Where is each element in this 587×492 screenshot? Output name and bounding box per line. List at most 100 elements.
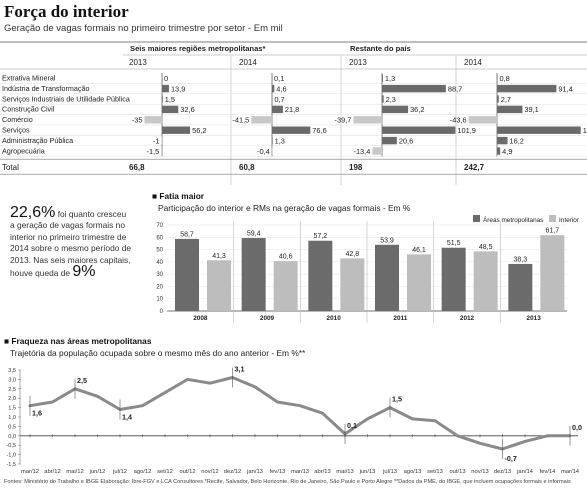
group-label-metro: Seis maiores regiões metropolitanas* xyxy=(130,44,266,53)
sector-bar xyxy=(497,95,499,103)
sector-value-label: 36,2 xyxy=(410,105,424,114)
month-tick-label: jul/13 xyxy=(382,469,397,475)
y-tick-label: 3,0 xyxy=(8,377,16,383)
sector-bar xyxy=(272,95,273,103)
share-bar xyxy=(241,238,266,311)
sector-bar xyxy=(382,74,383,82)
sector-value-label: 88,7 xyxy=(448,84,462,93)
share-value-label: 38,3 xyxy=(514,256,528,263)
sector-value-label: 32,6 xyxy=(180,105,194,114)
y-tick-label: 1,0 xyxy=(8,415,16,421)
fraqueza-line-chart: 3,5 3,0 2,5 2,0 1,5 1,0 0,5 0,0 -0,5 -1,0 -1,5 mar/… xyxy=(6,365,582,475)
sector-bar xyxy=(353,116,382,124)
year-tick-label: 2011 xyxy=(393,315,407,322)
month-tick-label: mar/14 xyxy=(561,469,580,475)
sector-bar xyxy=(372,147,382,155)
share-value-label: 40,6 xyxy=(279,254,293,261)
sector-value-label: -0,4 xyxy=(257,147,270,156)
page-title: Força do interior xyxy=(4,2,129,21)
sector-value-label: 0,7 xyxy=(274,95,284,104)
year-label: 2014 xyxy=(239,58,257,67)
sector-bar xyxy=(144,116,162,124)
sector-bar xyxy=(162,84,169,93)
share-value-label: 51,5 xyxy=(447,240,461,247)
month-tick-label: mai/12 xyxy=(66,469,83,475)
sector-value-label: 16,2 xyxy=(510,136,524,145)
sector-bar xyxy=(161,136,162,145)
share-value-label: 41,3 xyxy=(212,253,226,260)
sector-value-label: 1,5 xyxy=(165,95,175,104)
sector-value-label: 76,6 xyxy=(312,126,326,135)
month-tick-label: abr/13 xyxy=(314,469,330,475)
sector-bar xyxy=(497,84,557,93)
sector-bar xyxy=(497,105,523,114)
year-tick-label: 2008 xyxy=(193,315,208,322)
share-bar xyxy=(540,235,565,311)
legend-label-metro: Áreas metropolitanas xyxy=(483,215,543,224)
point-value-label: 2,5 xyxy=(77,376,87,385)
sector-bar xyxy=(162,74,163,82)
sector-value-label: 2,3 xyxy=(386,95,396,104)
year-label: 2013 xyxy=(129,58,147,67)
fatia-bar-chart: Áreas metropolitanas Interior 0 10 20 30 40 50 6… xyxy=(156,215,580,323)
sector-label: Administração Pública xyxy=(2,136,73,145)
month-tick-label: mar/13 xyxy=(291,469,309,475)
point-value-label: 1,4 xyxy=(122,412,132,421)
sector-value-label: -1 xyxy=(153,136,160,145)
sector-label: Extrativa Mineral xyxy=(2,74,56,83)
fraqueza-title: ■ Fraqueza nas áreas metropolitanas xyxy=(4,336,152,346)
sector-value-label: 4,6 xyxy=(276,84,286,93)
year-label: 2013 xyxy=(349,58,367,67)
y-tick-label: -1,5 xyxy=(6,462,16,468)
month-tick-label: out/12 xyxy=(179,469,195,475)
month-tick-label: nov/12 xyxy=(201,469,218,475)
callout-lead: 22,6% xyxy=(10,204,56,221)
share-value-label: 42,8 xyxy=(346,251,360,258)
year-tick-label: 2013 xyxy=(527,315,542,322)
month-tick-label: mar/12 xyxy=(21,469,39,475)
month-tick-label: fev/14 xyxy=(540,469,557,475)
month-tick-label: out/13 xyxy=(449,469,465,475)
total-value: 242,7 xyxy=(464,163,485,172)
sector-label: Comércio xyxy=(2,115,33,124)
y-tick-label: 0 xyxy=(160,309,164,315)
sector-bar xyxy=(468,116,497,124)
y-tick-label: 2,0 xyxy=(8,396,16,402)
sector-value-label: 2,7 xyxy=(501,95,511,104)
share-value-label: 59,4 xyxy=(247,231,261,238)
y-tick-label: 3,5 xyxy=(8,368,16,374)
month-tick-label: abr/12 xyxy=(44,469,60,475)
total-label: Total xyxy=(2,163,19,172)
point-value-label: 1,6 xyxy=(32,409,42,418)
year-label: 2014 xyxy=(464,58,482,67)
month-tick-label: jan/14 xyxy=(516,469,534,475)
sector-label: Serviços Industriais de Utilidade Públic… xyxy=(2,94,130,103)
legend-label-interior: Interior xyxy=(559,217,580,224)
share-value-label: 46,1 xyxy=(412,247,426,254)
sector-value-label: 0 xyxy=(164,74,168,83)
page-subtitle: Geração de vagas formais no primeiro tri… xyxy=(4,23,283,34)
y-tick-label: 60 xyxy=(156,235,163,241)
sector-label: Indústria de Transformação xyxy=(2,84,90,93)
year-tick-label: 2010 xyxy=(327,315,342,322)
sector-value-label: -1,5 xyxy=(147,147,160,156)
y-tick-label: 40 xyxy=(156,260,163,266)
sources-note: Fontes: Ministério do Trabalho e IBGE El… xyxy=(4,479,571,485)
sector-bar xyxy=(382,126,456,134)
fatia-title-text: Fatia maior xyxy=(159,191,205,201)
share-value-label: 48,5 xyxy=(479,244,493,251)
month-tick-label: jul/12 xyxy=(112,469,127,475)
month-tick-label: dez/12 xyxy=(224,469,241,475)
sector-value-label: 56,2 xyxy=(192,126,206,135)
sector-label: Construção Civil xyxy=(2,105,55,114)
sector-value-label: 20,6 xyxy=(399,136,413,145)
fraqueza-subtitle: Trajetória da população ocupada sobre o … xyxy=(10,348,306,358)
share-bar xyxy=(441,247,466,311)
year-tick-label: 2012 xyxy=(460,315,475,322)
sector-label: Agropecuária xyxy=(2,146,45,155)
sector-bar xyxy=(162,126,191,134)
year-tick-label: 2009 xyxy=(260,315,275,322)
y-tick-label: 30 xyxy=(156,272,163,278)
y-tick-label: 0,0 xyxy=(8,434,16,440)
